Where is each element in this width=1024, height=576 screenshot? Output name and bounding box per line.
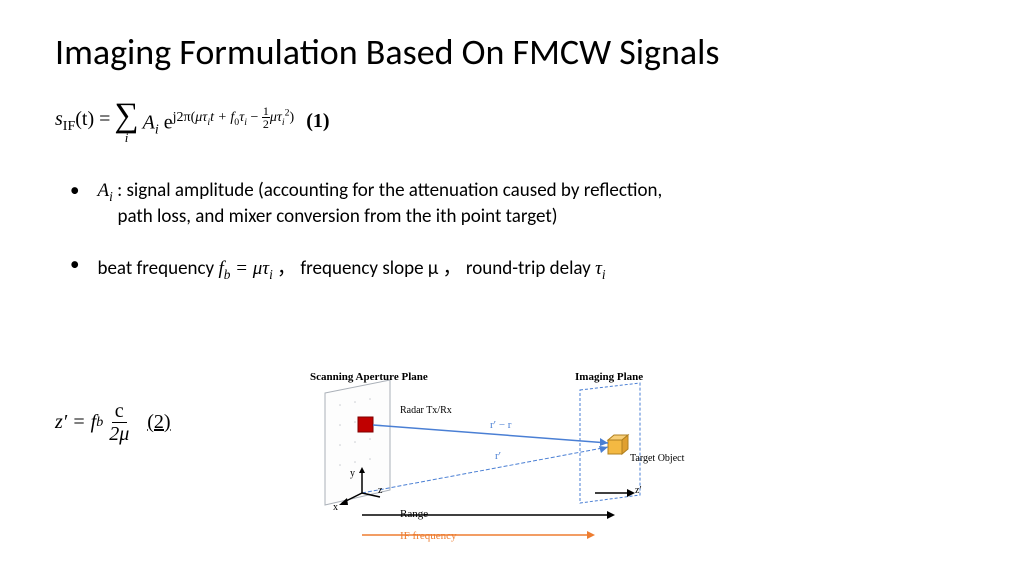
bullet-list: • Ai : signal amplitude (accounting for … <box>70 179 969 283</box>
diagram-svg <box>300 375 700 555</box>
label-imaging-plane: Imaging Plane <box>575 371 643 383</box>
label-r-diff: r′ − r <box>490 419 511 431</box>
label-range: Range <box>400 508 428 520</box>
geometry-diagram: Scanning Aperture Plane Imaging Plane Ra… <box>300 375 700 555</box>
label-if-frequency: IF frequency <box>400 530 457 542</box>
bullet-1: • Ai : signal amplitude (accounting for … <box>70 179 969 228</box>
slide-title: Imaging Formulation Based On FMCW Signal… <box>55 30 969 74</box>
label-r-prime: r′ <box>495 450 501 462</box>
label-radar: Radar Tx/Rx <box>400 405 452 416</box>
label-z-prime-axis: z′ <box>635 485 642 496</box>
label-target: Target Object <box>630 453 684 464</box>
label-z-axis: z <box>378 485 382 496</box>
bullet-2: • beat frequency fb = μτi ， frequency sl… <box>70 253 969 283</box>
label-y-axis: y <box>350 468 355 479</box>
label-x-axis: x <box>333 502 338 513</box>
equation-2: z′ = fb c 2μ (2) <box>55 400 171 445</box>
equation-1: sIF(t) = ∑ i Ai ej2π(μτit + f0τi − 12μτi… <box>55 99 969 144</box>
label-scanning-plane: Scanning Aperture Plane <box>310 371 428 383</box>
